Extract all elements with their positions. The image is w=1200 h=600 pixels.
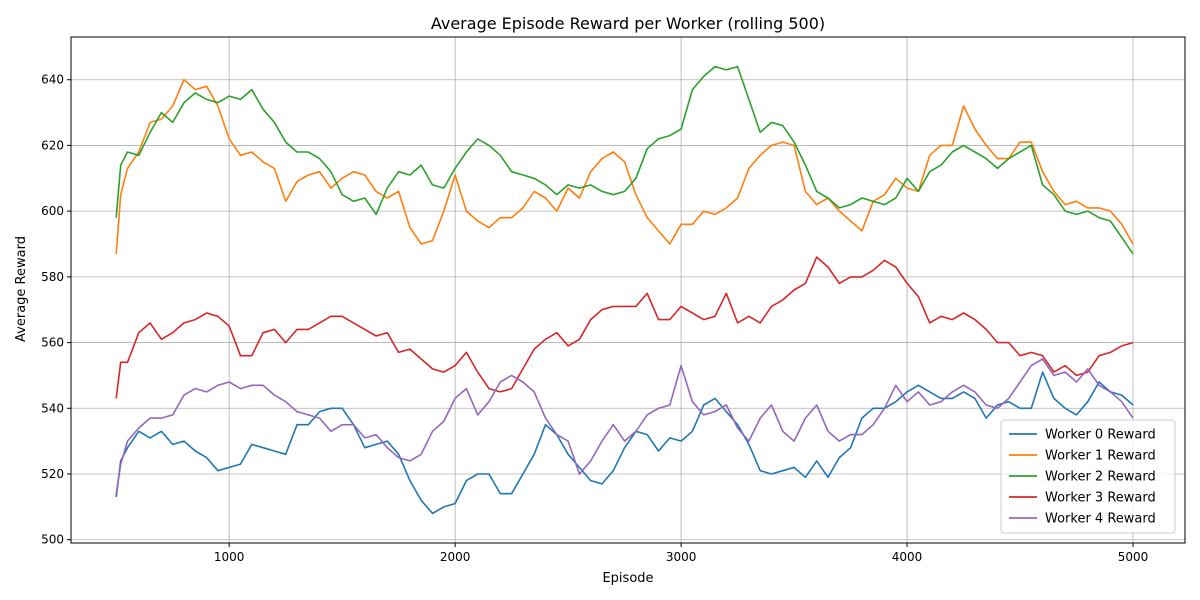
y-tick-label: 500 xyxy=(41,533,64,547)
axis-ticks: 1000 2000 3000 4000 5000 500 520 540 560 580 600 62… xyxy=(41,73,1148,564)
series-line-worker-0 xyxy=(115,371,1134,515)
chart-title: Average Episode Reward per Worker (rolli… xyxy=(431,14,825,33)
y-tick-label: 580 xyxy=(41,270,64,284)
legend-label: Worker 2 Reward xyxy=(1045,470,1156,485)
y-tick-label: 600 xyxy=(41,204,64,218)
y-axis-label: Average Reward xyxy=(14,236,29,342)
legend-box xyxy=(1000,419,1176,534)
y-tick-label: 520 xyxy=(41,467,64,481)
x-tick-label: 2000 xyxy=(440,550,471,564)
series-lines xyxy=(115,65,1134,515)
y-tick-label: 560 xyxy=(41,336,64,350)
series-line-worker-3 xyxy=(115,256,1134,399)
x-axis-label: Episode xyxy=(602,571,653,586)
y-tick-label: 620 xyxy=(41,138,64,152)
grid-lines xyxy=(71,37,1185,543)
plot-area-frame xyxy=(70,36,1186,544)
x-tick-label: 3000 xyxy=(666,550,697,564)
x-tick-label: 1000 xyxy=(214,550,245,564)
legend: Worker 0 Reward Worker 1 Reward Worker 2 R… xyxy=(1000,419,1176,534)
legend-label: Worker 4 Reward xyxy=(1045,512,1156,527)
legend-label: Worker 0 Reward xyxy=(1045,428,1156,443)
x-tick-label: 5000 xyxy=(1118,550,1149,564)
series-line-worker-1 xyxy=(115,78,1134,254)
x-tick-label: 4000 xyxy=(892,550,923,564)
y-tick-label: 540 xyxy=(41,401,64,415)
y-tick-label: 640 xyxy=(41,73,64,87)
legend-label: Worker 1 Reward xyxy=(1045,449,1156,464)
series-line-worker-4 xyxy=(115,358,1134,494)
series-line-worker-2 xyxy=(115,65,1134,255)
legend-label: Worker 3 Reward xyxy=(1045,491,1156,506)
